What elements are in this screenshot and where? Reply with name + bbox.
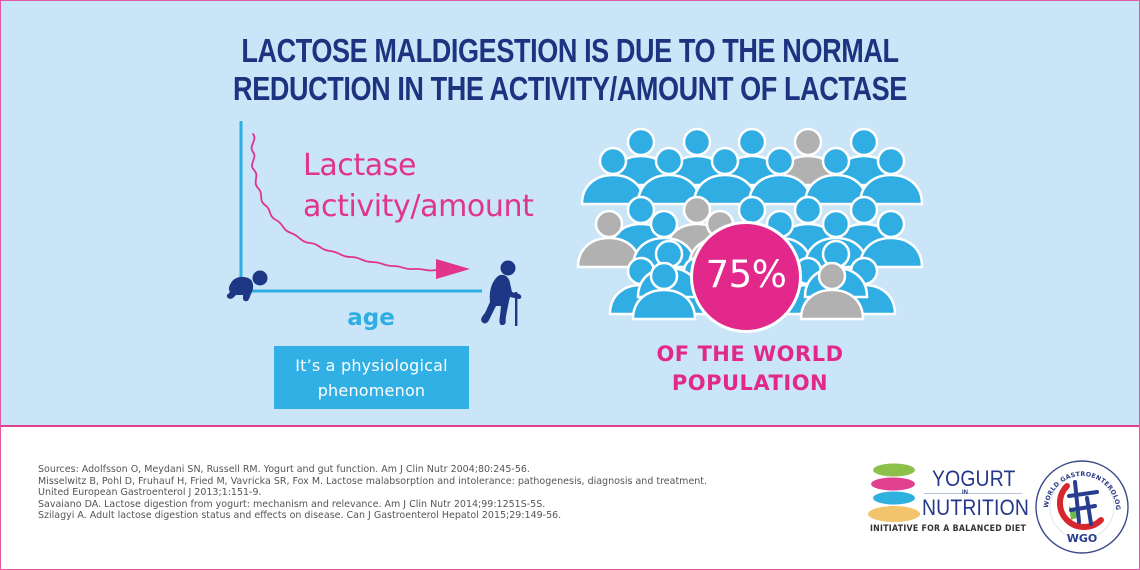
logo-word-yogurt: YOGURT bbox=[932, 466, 1016, 491]
logo-divider bbox=[924, 493, 1022, 494]
headline-line-2: REDUCTION IN THE ACTIVITY/AMOUNT OF LACT… bbox=[233, 70, 907, 107]
population-caption-line-2: POPULATION bbox=[671, 371, 829, 395]
x-axis-label: age bbox=[347, 305, 395, 331]
lactase-curve bbox=[250, 133, 437, 272]
lactase-label-line-1: Lactase bbox=[303, 148, 417, 183]
yogurt-in-nutrition-logo: YOGURT IN NUTRITION INITIATIVE FOR A BAL… bbox=[866, 458, 1029, 538]
people-crowd-icon bbox=[576, 127, 924, 321]
lactase-label-line-2: activity/amount bbox=[303, 189, 534, 224]
lactase-age-graph bbox=[226, 121, 522, 326]
note-line-1: It’s a physiological bbox=[295, 355, 448, 375]
logo-word-in: IN bbox=[962, 490, 968, 496]
population-caption-line-1: OF THE WORLD bbox=[656, 342, 844, 366]
wgo-abbr: WGO bbox=[1067, 532, 1098, 545]
wgo-red-arc bbox=[1056, 483, 1104, 531]
source-item: Sources: Adolfsson O, Meydani SN, Russel… bbox=[38, 464, 530, 475]
top-panel bbox=[1, 1, 1139, 427]
wgo-logo: WORLD GASTROENTEROLOGY ORGANISATION WGO bbox=[1033, 458, 1129, 554]
source-item: Szilagyi A. Adult lactose digestion stat… bbox=[38, 510, 562, 522]
elderly-person-with-cane-icon bbox=[481, 260, 522, 326]
source-item: Savaiano DA. Lactose digestion from yogu… bbox=[38, 498, 546, 510]
logo-word-nutrition: NUTRITION bbox=[922, 495, 1029, 520]
logo-tagline: INITIATIVE FOR A BALANCED DIET bbox=[870, 524, 1027, 534]
percentage-value: 75% bbox=[705, 252, 787, 296]
percentage-badge: 75% bbox=[690, 221, 802, 333]
note-line-2: phenomenon bbox=[317, 380, 426, 400]
population-caption: OF THE WORLD POPULATION bbox=[610, 340, 890, 398]
lactase-curve-label: Lactase activity/amount bbox=[303, 145, 534, 227]
crawling-baby-icon bbox=[226, 270, 268, 302]
stacked-stones-icon bbox=[868, 463, 920, 522]
source-item: United European Gastroenterol J 2013;1:1… bbox=[38, 487, 262, 499]
physiological-note-box: It’s a physiological phenomenon bbox=[274, 346, 469, 409]
sources-list: Sources: Adolfsson O, Meydani SN, Russel… bbox=[38, 464, 707, 522]
page-title: LACTOSE MALDIGESTION IS DUE TO THE NORMA… bbox=[103, 32, 1038, 108]
arrow-head-icon bbox=[436, 259, 470, 279]
source-item: Misselwitz B, Pohl D, Fruhauf H, Fried M… bbox=[38, 475, 708, 487]
headline-line-1: LACTOSE MALDIGESTION IS DUE TO THE NORMA… bbox=[241, 32, 899, 69]
